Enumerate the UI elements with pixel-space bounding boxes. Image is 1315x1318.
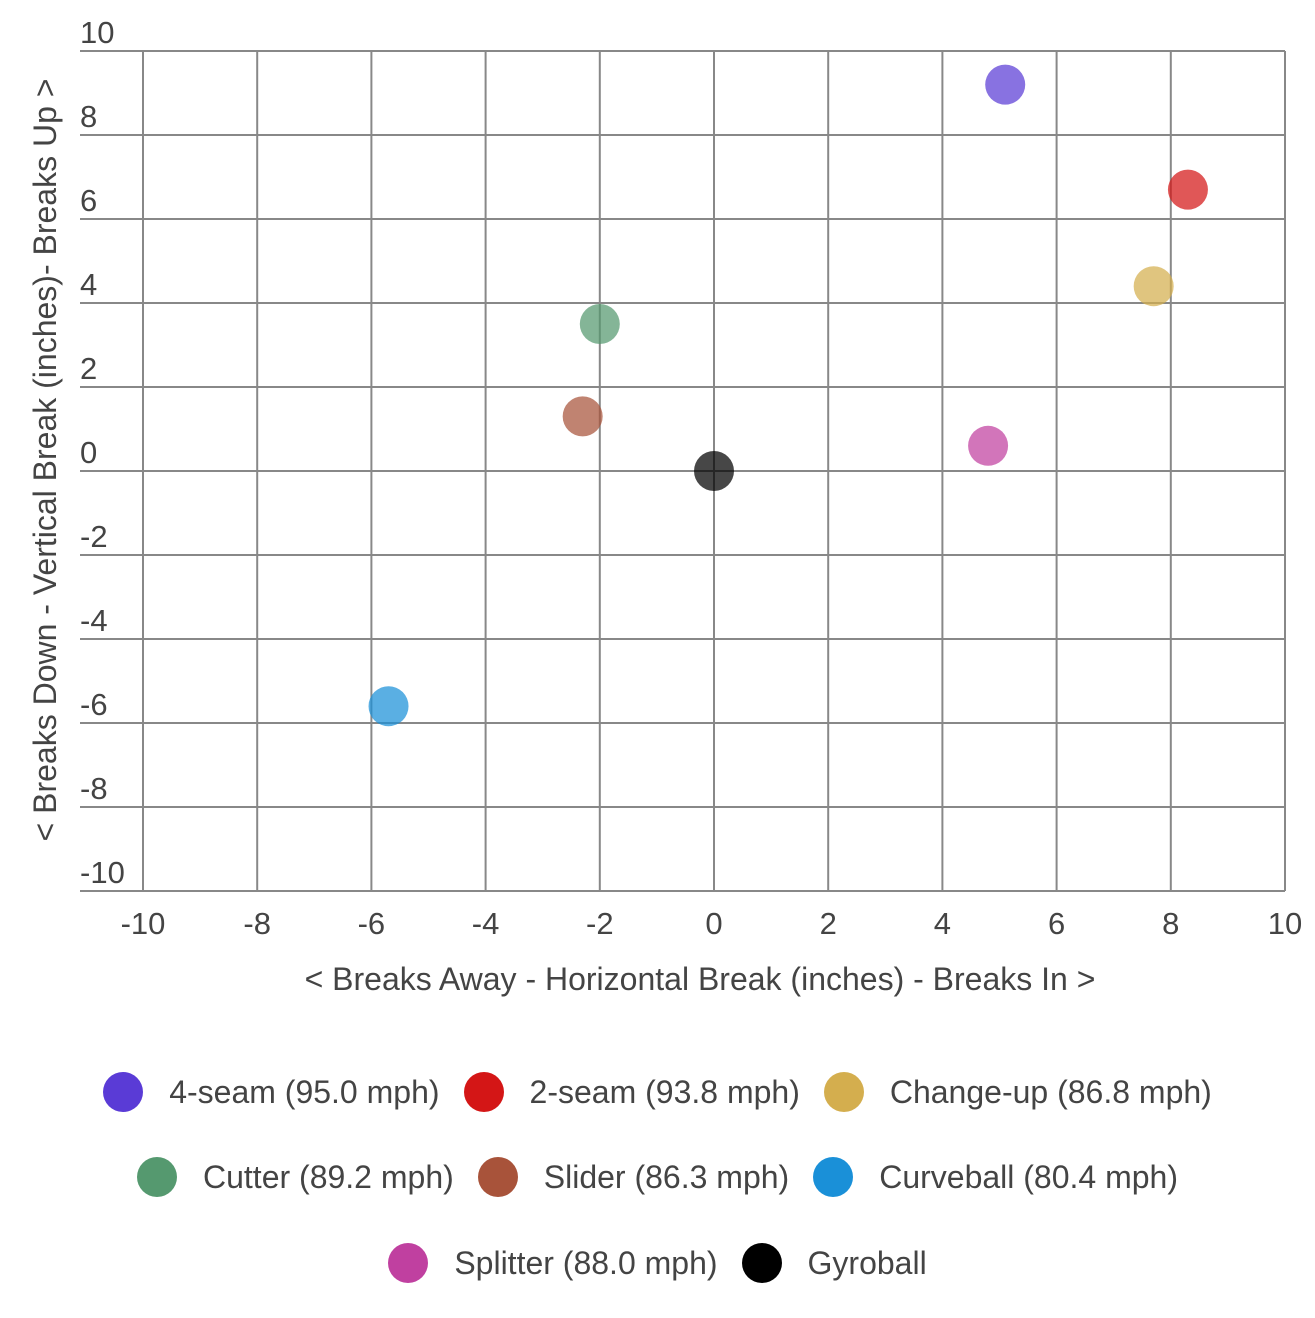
data-point[interactable] <box>368 686 409 727</box>
legend-item[interactable]: 2-seam (93.8 mph) <box>463 1072 800 1112</box>
y-tick-label: 6 <box>80 183 97 218</box>
legend-row-2: Cutter (89.2 mph) Slider (86.3 mph) Curv… <box>0 1157 1315 1197</box>
x-tick-label: 2 <box>820 906 837 941</box>
data-point[interactable] <box>1133 266 1174 307</box>
legend-label: Change-up (86.8 mph) <box>889 1073 1212 1110</box>
y-tick-label: -6 <box>80 687 108 722</box>
tick-labels: -10 -8 -6 -4 -2 0 2 4 6 8 10 10 8 6 4 2 0 -2 -4 -6 -8 -10 <box>80 15 1302 941</box>
legend-item[interactable]: Curveball (80.4 mph) <box>813 1157 1178 1197</box>
x-tick-label: -4 <box>472 906 500 941</box>
legend-swatch <box>137 1157 177 1197</box>
legend-item[interactable]: Splitter (88.0 mph) <box>388 1243 718 1283</box>
y-tick-label: -4 <box>80 603 108 638</box>
y-tick-label: 2 <box>80 351 97 386</box>
data-point[interactable] <box>985 64 1026 105</box>
legend-label: Slider (86.3 mph) <box>543 1158 790 1195</box>
x-tick-label: -10 <box>121 906 166 941</box>
legend-item[interactable]: Gyroball <box>741 1243 927 1283</box>
legend-label: Curveball (80.4 mph) <box>879 1158 1178 1195</box>
legend-swatch <box>813 1157 854 1197</box>
data-points <box>368 64 1208 727</box>
y-tick-label: -2 <box>80 519 108 554</box>
legend-label: Gyroball <box>807 1244 927 1281</box>
data-point[interactable] <box>1167 169 1208 210</box>
legend-label: Cutter (89.2 mph) <box>203 1158 454 1195</box>
y-tick-label: 4 <box>80 267 97 302</box>
legend-swatch <box>477 1157 518 1197</box>
legend-item[interactable]: Slider (86.3 mph) <box>477 1157 790 1197</box>
legend-swatch <box>463 1072 504 1112</box>
x-tick-label: 6 <box>1048 906 1065 941</box>
legend-label: Splitter (88.0 mph) <box>454 1244 718 1281</box>
y-axis-label: < Breaks Down - Vertical Break (inches)-… <box>27 79 63 842</box>
y-tick-label: 8 <box>80 99 97 134</box>
y-tick-label: 10 <box>80 15 114 50</box>
legend-swatch <box>741 1243 782 1283</box>
legend-item[interactable]: Cutter (89.2 mph) <box>137 1157 454 1197</box>
x-tick-label: 4 <box>934 906 951 941</box>
x-tick-label: 10 <box>1268 906 1302 941</box>
grid <box>80 50 1286 892</box>
data-point[interactable] <box>694 451 734 491</box>
legend-swatch <box>823 1072 864 1112</box>
legend-label: 4-seam (95.0 mph) <box>169 1073 440 1110</box>
x-axis-label: < Breaks Away - Horizontal Break (inches… <box>305 961 1096 997</box>
y-tick-label: -8 <box>80 771 108 806</box>
legend-row-3: Splitter (88.0 mph) Gyroball <box>0 1243 1315 1283</box>
x-tick-label: 8 <box>1162 906 1179 941</box>
data-point[interactable] <box>579 304 620 344</box>
y-tick-label: 0 <box>80 435 97 470</box>
x-tick-label: -8 <box>243 906 271 941</box>
data-point[interactable] <box>562 396 603 437</box>
x-tick-label: 0 <box>705 906 722 941</box>
legend-item[interactable]: Change-up (86.8 mph) <box>823 1072 1212 1112</box>
legend-swatch <box>103 1072 144 1112</box>
legend-item[interactable]: 4-seam (95.0 mph) <box>103 1072 440 1112</box>
legend-label: 2-seam (93.8 mph) <box>529 1073 800 1110</box>
x-tick-label: -2 <box>586 906 614 941</box>
x-tick-label: -6 <box>358 906 386 941</box>
data-point[interactable] <box>968 425 1009 466</box>
legend-swatch <box>388 1243 429 1283</box>
scatter-chart: -10 -8 -6 -4 -2 0 2 4 6 8 10 10 8 6 4 2 0 -2 -4 -6 -8 -10 < B… <box>27 15 1302 997</box>
legend-row-1: 4-seam (95.0 mph) 2-seam (93.8 mph) Chan… <box>0 1072 1315 1112</box>
y-tick-label: -10 <box>80 855 125 890</box>
